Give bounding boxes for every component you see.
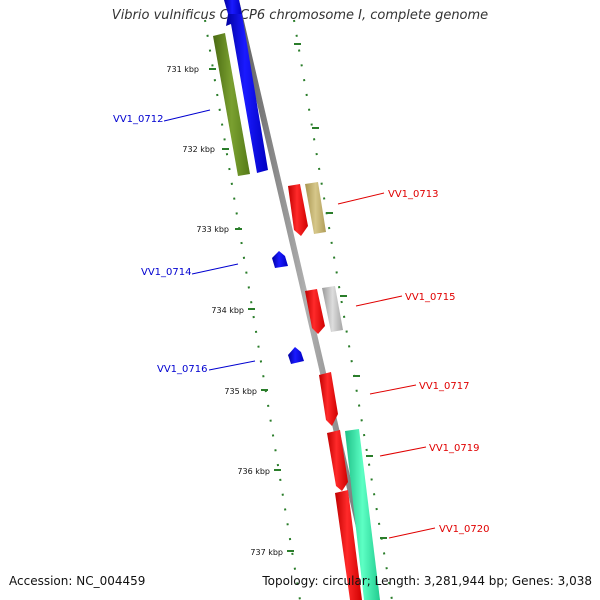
cds-vv1-0712[interactable] (226, 14, 268, 173)
genome-summary: Topology: circular; Length: 3,281,944 bp… (262, 574, 592, 588)
cog-ring-vv1-0719 (345, 429, 380, 600)
gene-label-vv1-0717[interactable]: VV1_0717 (419, 381, 470, 392)
scale-label: 732 kbp (182, 145, 215, 154)
cds-top-fragment (224, 0, 242, 14)
label-leader-vv1-0719 (379, 446, 427, 457)
scale-label: 734 kbp (211, 306, 244, 315)
accession-label: Accession: NC_004459 (9, 574, 146, 588)
label-leader-vv1-0712 (163, 109, 211, 122)
cog-ring-vv1-0712 (213, 33, 250, 176)
map-title: Vibrio vulnificus CMCP6 chromosome I, co… (111, 8, 489, 23)
gene-label-vv1-0719[interactable]: VV1_0719 (429, 443, 480, 454)
scale-label: 733 kbp (196, 225, 229, 234)
scale-label: 737 kbp (250, 548, 283, 557)
scale-ticks (209, 43, 387, 552)
label-leader-vv1-0716 (208, 360, 256, 371)
label-leader-vv1-0714 (191, 263, 239, 275)
cds-vv1-0716[interactable] (288, 347, 304, 364)
cds-vv1-0717[interactable] (319, 372, 338, 426)
chromosome-backbone (233, 0, 379, 600)
scale-label: 735 kbp (224, 387, 257, 396)
scale-label: 736 kbp (237, 467, 270, 476)
gene-label-vv1-0712[interactable]: VV1_0712 (113, 114, 164, 125)
cds-vv1-0714[interactable] (272, 251, 288, 268)
cds-vv1-0720[interactable] (335, 490, 362, 600)
gene-label-vv1-0714[interactable]: VV1_0714 (141, 267, 192, 278)
gene-label-vv1-0716[interactable]: VV1_0716 (157, 364, 208, 375)
cog-ring-vv1-0715 (322, 286, 343, 332)
cds-vv1-0715[interactable] (305, 289, 325, 334)
label-leader-vv1-0717 (369, 384, 417, 395)
scale-label: 731 kbp (166, 65, 199, 74)
gene-label-vv1-0713[interactable]: VV1_0713 (388, 189, 439, 200)
cds-vv1-0713[interactable] (288, 184, 308, 236)
cog-ring-vv1-0713 (305, 182, 326, 234)
label-leader-vv1-0720 (388, 527, 436, 539)
cds-vv1-0719[interactable] (327, 430, 348, 491)
gene-label-vv1-0715[interactable]: VV1_0715 (405, 292, 456, 303)
gene-label-vv1-0720[interactable]: VV1_0720 (439, 524, 490, 535)
label-leader-vv1-0715 (355, 295, 403, 307)
label-leader-vv1-0713 (337, 192, 385, 205)
